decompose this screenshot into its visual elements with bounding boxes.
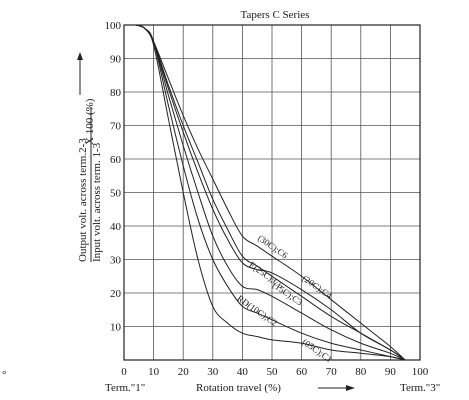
x-tick-label: 20 <box>178 366 190 378</box>
y-tick-label: 30 <box>110 255 122 267</box>
x-axis-label: Rotation travel (%) <box>196 382 281 394</box>
y-axis-arrow <box>77 52 83 95</box>
y-tick-label: 20 <box>110 288 122 300</box>
curve-line <box>135 24 406 361</box>
x-axis-arrow <box>318 385 355 391</box>
plot-frame <box>123 24 421 361</box>
y-tick-label: 40 <box>110 221 122 233</box>
x-tick-label: 100 <box>412 366 429 378</box>
side-marker: ° <box>2 369 6 381</box>
x-tick-label: 80 <box>355 366 367 378</box>
y-tick-label: 90 <box>110 54 122 66</box>
curve-line <box>135 24 406 361</box>
y-axis-label-top: Output volt. across term.2-3 <box>77 138 89 262</box>
curve-annotation: (20C);C4 <box>300 273 334 301</box>
curve-annotation: (15C);C3 <box>271 280 305 308</box>
x-tick-label: 90 <box>385 366 397 378</box>
y-axis-label-bottom: Input volt. across term. 1-3 <box>91 142 103 262</box>
axes: 0 10 20 30 40 50 60 70 80 90 100 10 20 30 40 50 60 70 80 90… <box>105 20 429 378</box>
y-tick-label: 10 <box>110 322 122 334</box>
y-tick-label: 100 <box>105 20 122 32</box>
x-tick-label: 30 <box>207 366 219 378</box>
x-axis-right-terminal: Term."3" <box>400 382 440 394</box>
x-tick-label: 50 <box>267 366 279 378</box>
x-tick-label: 0 <box>121 366 127 378</box>
x-tick-label: 70 <box>326 366 338 378</box>
y-tick-label: 80 <box>110 87 122 99</box>
x-tick-label: 10 <box>148 366 160 378</box>
chart-title: Tapers C Series <box>241 9 310 21</box>
y-tick-label: 70 <box>110 121 122 133</box>
y-axis-label-suffix: X 100 (%) <box>84 98 96 145</box>
grid <box>123 24 421 361</box>
curve-line <box>135 24 406 361</box>
curve-annotation: RD(10C);C2 <box>235 293 279 328</box>
x-tick-label: 40 <box>237 366 249 378</box>
curve-line <box>135 24 406 361</box>
curve-line <box>135 24 406 361</box>
y-tick-label: 50 <box>110 188 122 200</box>
y-tick-label: 60 <box>110 154 122 166</box>
x-axis-left-terminal: Term."1" <box>105 382 145 394</box>
curve-labels: (30C);C6E(25C);C5 (20C);C4(15C);C3RD(10C)… <box>235 233 334 365</box>
curves <box>135 24 406 361</box>
x-tick-label: 60 <box>296 366 308 378</box>
